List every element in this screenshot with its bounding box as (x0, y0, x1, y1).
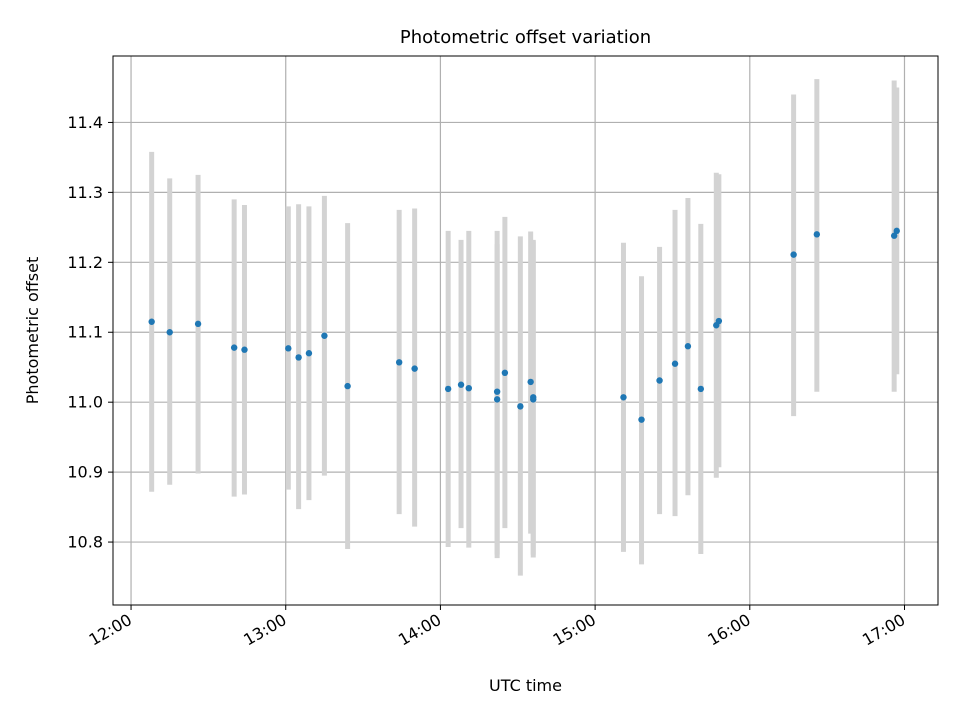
data-point (321, 332, 328, 339)
data-point (527, 378, 534, 386)
data-point (166, 329, 173, 336)
y-tick-label: 11.2 (67, 253, 103, 272)
data-point (305, 350, 313, 357)
y-tick-label: 11.4 (67, 113, 103, 132)
data-point (148, 318, 155, 325)
data-point (411, 365, 418, 372)
data-point (890, 232, 898, 239)
plot-frame (112, 55, 939, 606)
data-point (656, 377, 663, 384)
data-point (457, 381, 465, 388)
data-point (295, 354, 302, 361)
data-points (148, 227, 900, 423)
data-point (620, 394, 627, 401)
data-point (285, 345, 292, 352)
data-point (638, 416, 645, 423)
data-point (444, 385, 452, 393)
grid (113, 56, 938, 605)
chart-title: Photometric offset variation (400, 27, 651, 48)
y-tick-label: 10.9 (67, 463, 103, 482)
axis-ticks: 12:00 13:00 14:00 15:00 16:00 17:0010.810.911… (67, 113, 908, 650)
y-tick-label: 11.3 (67, 183, 103, 202)
data-point (493, 388, 501, 395)
data-point (684, 343, 692, 350)
data-point (241, 346, 248, 353)
data-point (697, 385, 705, 393)
y-axis-label: Photometric offset (23, 257, 42, 405)
data-point (893, 227, 900, 235)
data-point (671, 360, 679, 367)
data-point (813, 231, 821, 238)
data-point (194, 320, 202, 328)
data-point (517, 403, 524, 410)
data-point (230, 344, 238, 351)
data-point (715, 317, 723, 325)
data-point (395, 359, 403, 366)
data-point (501, 369, 509, 377)
y-tick-label: 11.1 (67, 323, 103, 342)
y-tick-label: 11.0 (67, 393, 103, 412)
x-axis-label: UTC time (489, 676, 562, 695)
y-tick-label: 10.8 (67, 533, 103, 552)
data-point (530, 394, 537, 401)
data-point (465, 384, 472, 392)
data-point (344, 382, 351, 390)
data-point (790, 251, 797, 258)
data-point (493, 396, 501, 403)
